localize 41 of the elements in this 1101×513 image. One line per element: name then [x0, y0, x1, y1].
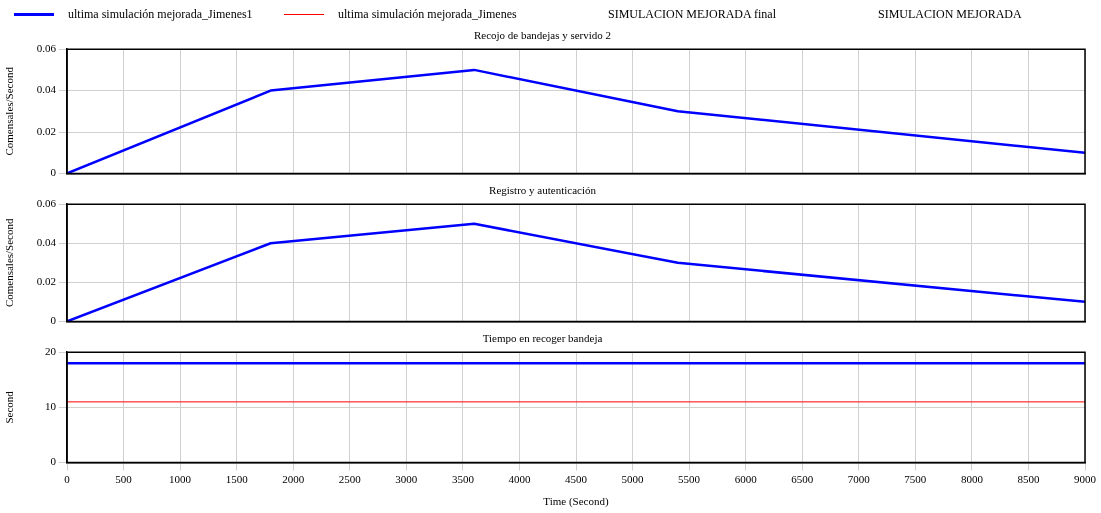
- legend-label: ultima simulación mejorada_Jimenes1: [68, 6, 253, 22]
- x-tick-label: 8000: [960, 473, 984, 486]
- y-tick-label: 0.04: [36, 236, 57, 249]
- y-axis-title: Comensales/Second: [3, 66, 16, 156]
- text: SIMULACION MEJORADA: [878, 6, 1022, 22]
- x-tick-label: 3000: [395, 473, 418, 486]
- x-tick-label: 4000: [508, 473, 531, 486]
- chart-title: Recojo de bandejas y servido 2: [473, 29, 612, 42]
- y-tick-label: 0.04: [36, 83, 57, 96]
- x-tick-label: 5500: [678, 473, 701, 486]
- x-tick-label: 1500: [225, 473, 249, 486]
- y-tick-label: 0.06: [36, 42, 57, 55]
- y-tick-label: 0: [50, 314, 57, 327]
- x-tick-label: 500: [115, 473, 133, 486]
- x-tick-label: 3500: [451, 473, 475, 486]
- legend-label: ultima simulación mejorada_Jimenes: [338, 6, 517, 22]
- x-tick-label: 2000: [282, 473, 305, 486]
- y-tick-label: 0: [50, 455, 57, 468]
- x-tick-label: 8500: [1017, 473, 1040, 486]
- y-tick-label: 0.06: [36, 197, 57, 210]
- x-tick-label: 7500: [904, 473, 927, 486]
- x-tick-label: 9000: [1074, 473, 1097, 486]
- x-tick-label: 7000: [847, 473, 871, 486]
- y-axis-title: Comensales/Second: [3, 218, 16, 308]
- x-tick-label: 2500: [338, 473, 362, 486]
- y-tick-label: 0.02: [36, 124, 56, 137]
- x-tick-label: 6500: [791, 473, 814, 486]
- x-tick-label: 5000: [621, 473, 645, 486]
- y-tick-label: 0.02: [36, 275, 56, 288]
- chart-title: Tiempo en recoger bandeja: [482, 332, 603, 345]
- x-tick-label: 0: [64, 473, 71, 486]
- y-tick-label: 20: [45, 345, 57, 358]
- x-tick-label: 6000: [734, 473, 758, 486]
- text: SIMULACION MEJORADA final: [608, 6, 776, 22]
- x-tick-label: 4500: [565, 473, 588, 486]
- chart-title: Registro y autenticación: [489, 184, 597, 197]
- y-tick-label: 0: [50, 166, 57, 179]
- x-axis-title: Time (Second): [543, 495, 609, 509]
- y-tick-label: 10: [45, 400, 57, 413]
- y-axis-title: Second: [3, 390, 16, 424]
- x-tick-label: 1000: [169, 473, 192, 486]
